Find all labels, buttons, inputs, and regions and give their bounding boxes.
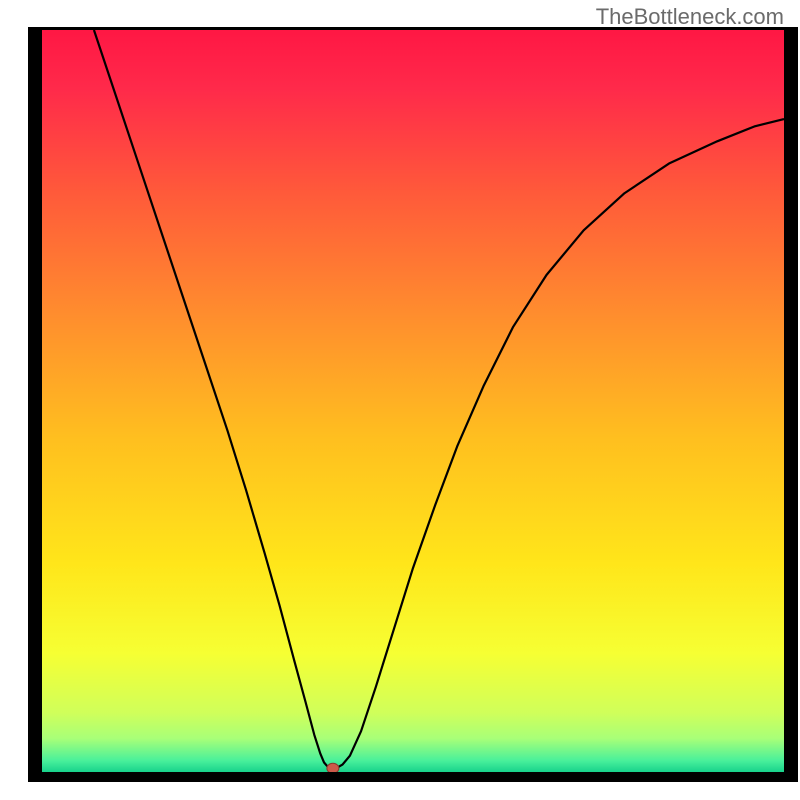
axis-left [28,27,42,782]
axis-bottom [28,772,798,782]
axis-right [784,27,798,782]
optimal-point-marker [327,763,339,773]
plot-background [42,30,784,772]
chart-svg [0,0,800,800]
watermark-text: TheBottleneck.com [596,4,784,30]
bottleneck-chart [0,0,800,800]
